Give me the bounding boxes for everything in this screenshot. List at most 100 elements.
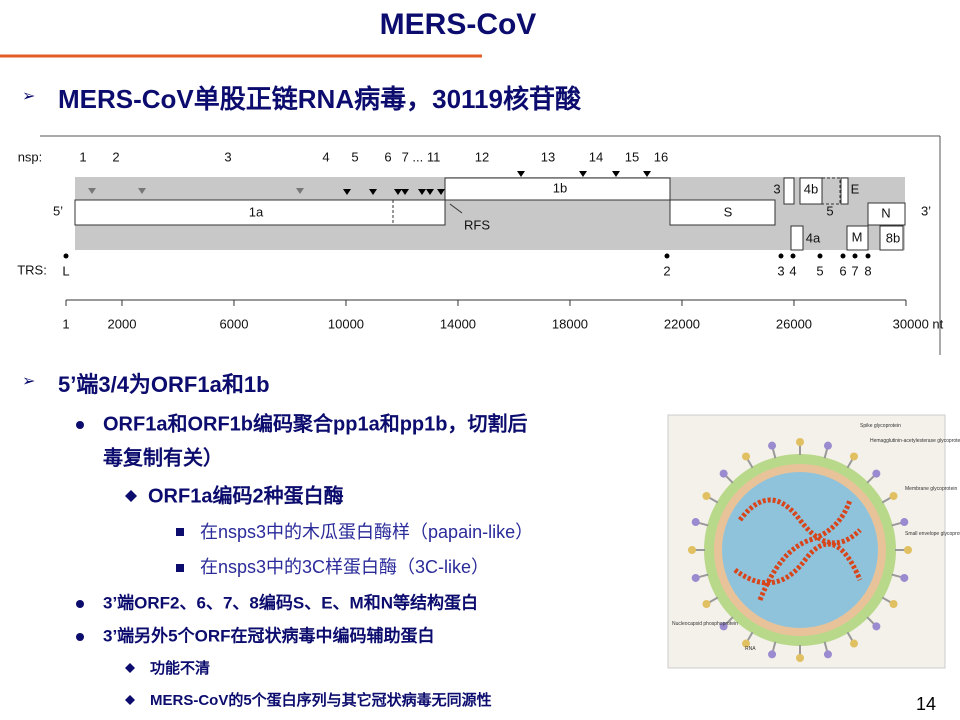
spike-head bbox=[702, 600, 711, 608]
spike-head bbox=[768, 650, 777, 659]
sub-point: ORF1a和ORF1b编码聚合pp1a和pp1b，切割后 bbox=[103, 411, 527, 435]
trs-dot bbox=[865, 253, 871, 259]
trs-label: 4 bbox=[789, 263, 796, 278]
spike-head bbox=[872, 622, 881, 631]
spike-head bbox=[850, 639, 858, 648]
nsp-label: 16 bbox=[654, 149, 668, 164]
trs-label: 5 bbox=[816, 263, 823, 278]
trs-dot bbox=[790, 253, 796, 259]
page-number: 14 bbox=[916, 694, 936, 714]
orf-box bbox=[74, 199, 446, 226]
spike-head bbox=[719, 622, 728, 631]
figure-label: Hemagglutinin-acetylesterase glycoprotei… bbox=[870, 438, 960, 444]
dot-bullet bbox=[76, 421, 84, 429]
scale-label: 18000 bbox=[552, 316, 588, 331]
cleavage-site bbox=[418, 189, 426, 195]
cleavage-site bbox=[517, 171, 525, 177]
scale-label: 6000 bbox=[220, 316, 249, 331]
item: MERS-CoV的5个蛋白序列与其它冠状病毒无同源性 bbox=[150, 691, 492, 709]
trs-label: 6 bbox=[839, 263, 846, 278]
scale-label: 26000 bbox=[776, 316, 812, 331]
scale-label: 10000 bbox=[328, 316, 364, 331]
cleavage-site bbox=[394, 189, 402, 195]
rna-strand bbox=[733, 497, 863, 601]
gene-label: S bbox=[724, 204, 733, 219]
spike-head bbox=[719, 469, 728, 478]
spike-head bbox=[900, 573, 909, 582]
spike-head bbox=[796, 654, 804, 662]
diamond-bullet bbox=[125, 490, 137, 502]
spike-head bbox=[900, 518, 909, 527]
rfs-arrow bbox=[449, 203, 463, 214]
square-bullet bbox=[176, 564, 184, 572]
gene-label: 1b bbox=[553, 180, 567, 195]
row-label: nsp: bbox=[18, 149, 43, 164]
orf-box bbox=[783, 177, 795, 205]
trs-dot bbox=[778, 253, 784, 259]
dot-bullet bbox=[76, 633, 84, 641]
genome-diagram: nsp: 1 2 3 4 5 6 7 ... 11 12 13 14 15 165’ 3’RFS1a1bS… bbox=[17, 135, 944, 355]
item: 在nsps3中的木瓜蛋白酶样（papain-like） bbox=[200, 522, 533, 542]
scale-label: 2000 bbox=[108, 316, 137, 331]
spike-head bbox=[688, 546, 696, 554]
gene-label: 3 bbox=[773, 181, 780, 196]
nsp-label: 13 bbox=[541, 149, 555, 164]
spike-head bbox=[768, 441, 777, 450]
spike-head bbox=[904, 546, 912, 554]
spike-head bbox=[691, 518, 700, 527]
scale-label: 22000 bbox=[664, 316, 700, 331]
virus-figure bbox=[667, 414, 946, 669]
figure-label: Small envelope glycoprotein bbox=[905, 531, 960, 537]
figure-label: Spike glycoprotein bbox=[860, 423, 901, 429]
figure-label: Nucleocapsid phosphoprotein bbox=[672, 621, 738, 627]
diamond-bullet bbox=[125, 663, 135, 673]
nsp-label: 15 bbox=[625, 149, 639, 164]
gene-label: 8b bbox=[886, 230, 900, 245]
end-label: 3’ bbox=[921, 203, 931, 218]
nsp-label: 3 bbox=[224, 149, 231, 164]
cleavage-site bbox=[369, 189, 377, 195]
scale-label: 1 bbox=[62, 316, 69, 331]
cleavage-site bbox=[426, 189, 434, 195]
cleavage-site bbox=[88, 188, 96, 194]
trs-dot bbox=[664, 253, 670, 259]
trs-label: 7 bbox=[851, 263, 858, 278]
trs-dot bbox=[840, 253, 846, 259]
end-label: 5’ bbox=[53, 203, 63, 218]
gene-label: N bbox=[881, 205, 890, 220]
nsp-label: 4 bbox=[322, 149, 329, 164]
trs-label: 8 bbox=[864, 263, 871, 278]
orf-box bbox=[790, 225, 804, 251]
orf-box bbox=[840, 177, 849, 205]
trs-dot bbox=[63, 253, 69, 259]
figure-label: Membrane glycoprotein bbox=[905, 486, 957, 492]
item: 功能不清 bbox=[150, 659, 210, 677]
trs-label: 3 bbox=[777, 263, 784, 278]
orf-box bbox=[879, 225, 904, 251]
cleavage-site bbox=[579, 171, 587, 177]
nsp-label: 2 bbox=[112, 149, 119, 164]
item: 在nsps3中的3C样蛋白酶（3C-like） bbox=[200, 557, 489, 577]
cleavage-site bbox=[437, 189, 445, 195]
trs-label: 2 bbox=[663, 263, 670, 278]
trs-dot bbox=[852, 253, 858, 259]
arrow-bullet: ➢ bbox=[22, 88, 35, 105]
spike-head bbox=[691, 573, 700, 582]
cleavage-site bbox=[612, 171, 620, 177]
figure-label: RNA bbox=[745, 646, 756, 652]
nsp-label: 5 bbox=[351, 149, 358, 164]
spike-head bbox=[742, 639, 750, 648]
sub-point: 毒复制有关） bbox=[103, 445, 223, 469]
cleavage-site bbox=[643, 171, 651, 177]
gene-label: M bbox=[852, 229, 863, 244]
gene-label: E bbox=[851, 181, 860, 196]
nsp-label: 1 bbox=[79, 149, 86, 164]
dot-bullet bbox=[76, 600, 84, 608]
nsp-label: 12 bbox=[475, 149, 489, 164]
nsp-label: 7 ... 11 bbox=[402, 149, 441, 164]
spike-head bbox=[796, 438, 804, 446]
scale-label: 14000 bbox=[440, 316, 476, 331]
sub-point: 3’端另外5个ORF在冠状病毒中编码辅助蛋白 bbox=[103, 625, 435, 645]
orf-box bbox=[669, 199, 776, 226]
